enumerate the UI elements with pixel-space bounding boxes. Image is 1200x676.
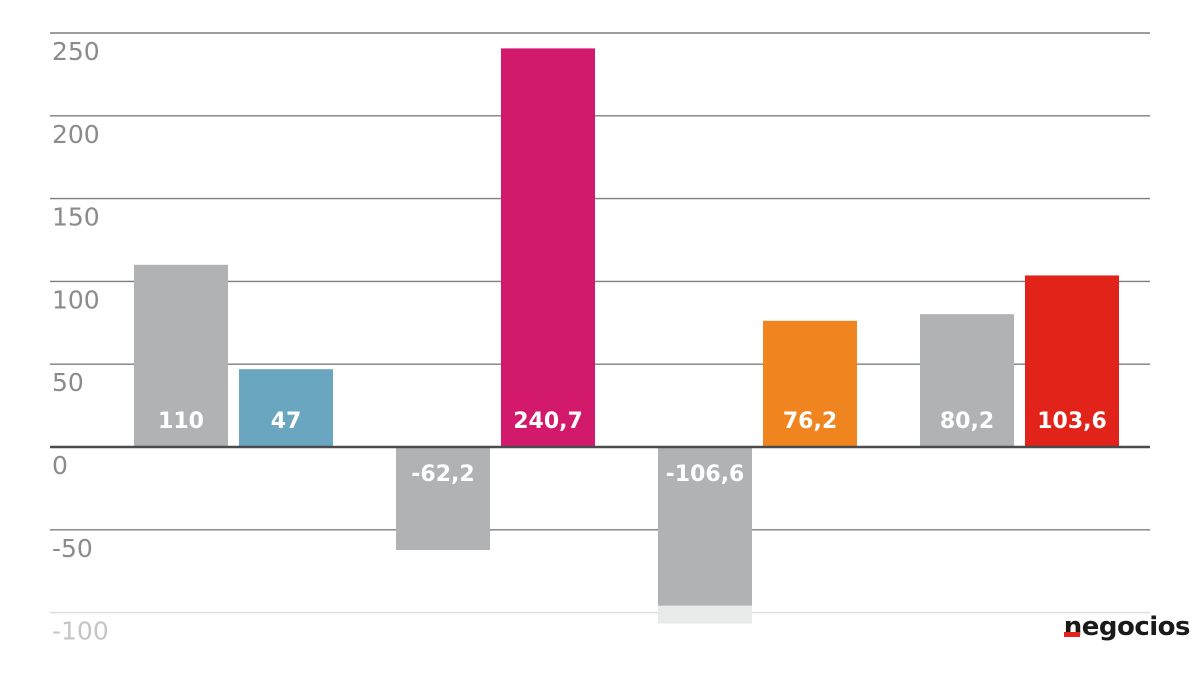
data-label: -106,6 <box>666 462 745 487</box>
data-labels: 110 47 -62,2 240,7 -106,6 76,2 80,2 103,6 <box>158 409 1107 487</box>
bar-fade <box>658 605 752 624</box>
negocios-logo: negocios <box>1063 612 1191 642</box>
bar <box>134 264 228 447</box>
grid <box>50 32 1150 614</box>
y-tick-label: 0 <box>52 451 68 480</box>
bar <box>1025 275 1119 447</box>
logo-text: negocios <box>1063 612 1191 642</box>
data-label: 103,6 <box>1037 409 1107 434</box>
y-tick-label: 200 <box>52 120 100 149</box>
bar <box>763 320 857 447</box>
y-axis-ticks: 250 200 150 100 50 0 -50 -100 <box>52 37 109 646</box>
data-label: 76,2 <box>783 409 837 434</box>
y-tick-label: 250 <box>52 37 100 66</box>
bars <box>134 48 1119 624</box>
y-tick-label: 150 <box>52 203 100 232</box>
y-tick-label: -100 <box>52 617 109 646</box>
bar <box>920 314 1014 447</box>
data-label: 240,7 <box>513 409 583 434</box>
data-label: 47 <box>271 409 302 434</box>
y-tick-label: -50 <box>52 534 93 563</box>
bar <box>501 48 595 448</box>
bar <box>239 369 333 447</box>
logo-mark <box>1063 632 1080 637</box>
bar <box>658 447 752 624</box>
data-label: 80,2 <box>940 409 994 434</box>
data-label: -62,2 <box>411 462 474 487</box>
y-tick-label: 100 <box>52 285 100 314</box>
data-label: 110 <box>158 409 204 434</box>
bar <box>396 447 490 551</box>
y-tick-label: 50 <box>52 368 84 397</box>
